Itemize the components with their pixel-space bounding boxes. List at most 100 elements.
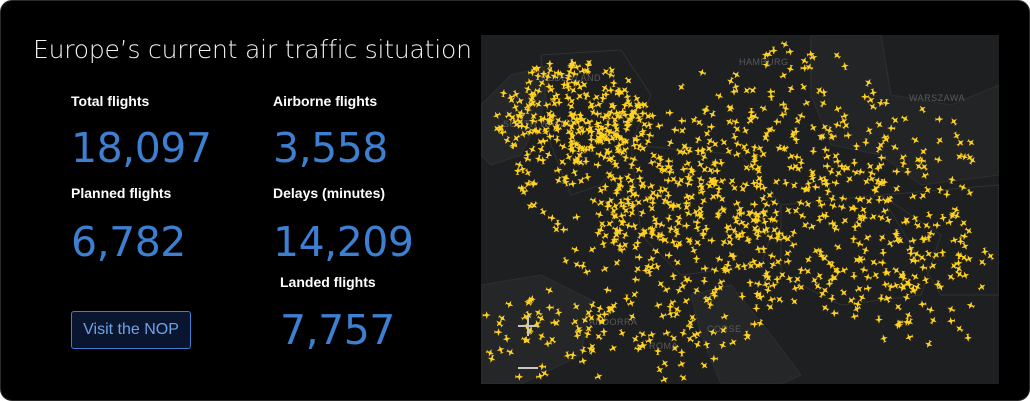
aircraft-icon [561, 174, 569, 183]
aircraft-icon [733, 140, 742, 148]
aircraft-icon [610, 301, 618, 310]
aircraft-icon [786, 64, 795, 73]
air-traffic-map[interactable]: HAMBURG WARSZAWA NEDERLAND SOUTH WALES A… [481, 35, 999, 384]
aircraft-icon [890, 143, 899, 151]
aircraft-icon [628, 203, 637, 212]
aircraft-icon [739, 184, 747, 193]
aircraft-icon [629, 155, 638, 164]
aircraft-icon [631, 243, 639, 251]
aircraft-icon [838, 194, 847, 203]
zoom-out-icon[interactable] [515, 355, 541, 381]
aircraft-icon [494, 328, 503, 337]
aircraft-icon [710, 266, 720, 274]
aircraft-icon [782, 178, 790, 188]
aircraft-icon [775, 143, 783, 152]
aircraft-icon [863, 273, 872, 282]
aircraft-icon [787, 152, 795, 160]
aircraft-icon [524, 85, 532, 94]
aircraft-icon [648, 111, 657, 120]
aircraft-icon [600, 152, 609, 161]
aircraft-icon [729, 87, 739, 96]
aircraft-icon [754, 164, 763, 172]
aircraft-icon [595, 129, 604, 138]
aircraft-icon [537, 145, 545, 154]
aircraft-icon [849, 234, 858, 243]
aircraft-icon [562, 256, 570, 265]
aircraft-icon [772, 208, 780, 217]
aircraft-icon [857, 256, 866, 264]
aircraft-icon [830, 273, 838, 281]
aircraft-icon [763, 285, 772, 295]
aircraft-icon [703, 129, 712, 137]
aircraft-icon [761, 217, 769, 227]
aircraft-icon [538, 79, 546, 88]
aircraft-icon [808, 223, 817, 231]
aircraft-icon [735, 205, 744, 213]
aircraft-icon [524, 168, 532, 177]
aircraft-icon [754, 291, 763, 299]
aircraft-icon [959, 220, 967, 228]
aircraft-icon [567, 61, 576, 70]
aircraft-icon [599, 327, 608, 336]
aircraft-icon [668, 299, 677, 307]
zoom-in-icon[interactable] [515, 313, 541, 339]
aircraft-icon [747, 108, 756, 117]
aircraft-icon [700, 153, 708, 162]
aircraft-icon [594, 372, 603, 381]
aircraft-icon [563, 351, 572, 360]
aircraft-icon [540, 114, 549, 123]
aircraft-icon [894, 321, 902, 330]
aircraft-icon [913, 250, 921, 258]
aircraft-icon [515, 97, 524, 105]
aircraft-icon [496, 124, 504, 132]
aircraft-icon [675, 286, 683, 295]
aircraft-icon [656, 155, 665, 163]
aircraft-icon [672, 225, 680, 234]
aircraft-icon [557, 70, 566, 79]
aircraft-icon [909, 192, 918, 200]
aircraft-icon [732, 213, 741, 222]
aircraft-icon [544, 150, 553, 159]
aircraft-icon [825, 279, 834, 288]
aircraft-icon [679, 165, 688, 174]
aircraft-icon [618, 135, 627, 144]
aircraft-icon [914, 155, 923, 163]
aircraft-icon [506, 93, 516, 102]
aircraft-icon [741, 180, 750, 189]
aircraft-icon [660, 375, 669, 383]
aircraft-icon [653, 262, 662, 271]
visit-nop-button[interactable]: Visit the NOP [71, 311, 191, 349]
aircraft-icon [661, 196, 669, 205]
aircraft-icon [759, 105, 768, 113]
aircraft-icon [789, 228, 798, 237]
aircraft-icon [665, 214, 673, 223]
aircraft-icon [905, 280, 914, 289]
aircraft-icon [572, 140, 580, 148]
aircraft-icon [609, 344, 617, 352]
aircraft-icon [910, 273, 919, 281]
aircraft-icon [604, 147, 612, 155]
aircraft-icon [585, 124, 594, 132]
aircraft-icon [953, 211, 961, 220]
aircraft-icon [543, 72, 552, 81]
aircraft-icon [950, 118, 958, 126]
aircraft-icon [765, 49, 773, 58]
aircraft-icon [517, 121, 526, 130]
aircraft-icon [553, 219, 562, 228]
aircraft-icon [769, 46, 778, 55]
aircraft-icon [856, 214, 865, 223]
aircraft-icon [662, 329, 672, 337]
aircraft-icon [765, 126, 773, 135]
aircraft-icon [707, 166, 715, 175]
aircraft-icon [554, 308, 563, 317]
aircraft-icon [698, 68, 707, 77]
aircraft-icon [752, 228, 761, 236]
aircraft-icon [898, 284, 907, 292]
aircraft-icon [609, 134, 617, 143]
aircraft-icon [636, 231, 645, 240]
aircraft-icon [801, 221, 810, 229]
aircraft-icon [560, 80, 569, 90]
aircraft-icon [767, 251, 776, 260]
aircraft-icon [750, 217, 758, 225]
aircraft-icon [571, 245, 580, 254]
